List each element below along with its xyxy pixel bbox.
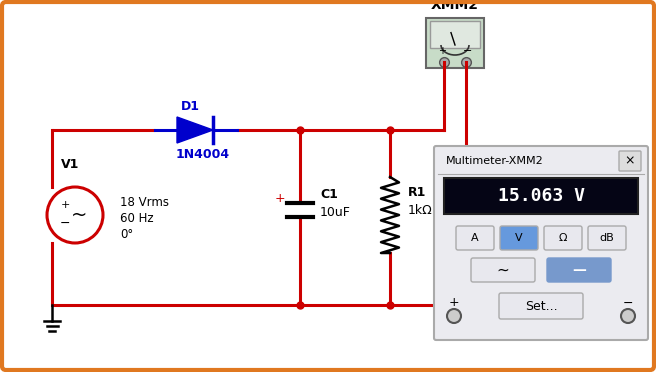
Text: dB: dB	[600, 233, 615, 243]
Text: V1: V1	[61, 158, 79, 171]
Text: Ω: Ω	[559, 233, 567, 243]
Text: ~: ~	[497, 263, 509, 278]
Circle shape	[621, 309, 635, 323]
Text: XMM2: XMM2	[431, 0, 479, 12]
Text: 0°: 0°	[120, 228, 133, 241]
Text: +: +	[60, 200, 70, 210]
FancyBboxPatch shape	[471, 258, 535, 282]
Bar	[430, 21, 480, 48]
FancyBboxPatch shape	[434, 146, 648, 340]
FancyBboxPatch shape	[547, 258, 611, 282]
FancyBboxPatch shape	[456, 226, 494, 250]
Text: —: —	[572, 263, 586, 277]
Text: −: −	[60, 217, 70, 230]
Text: R1: R1	[408, 186, 426, 199]
FancyBboxPatch shape	[500, 226, 538, 250]
FancyBboxPatch shape	[426, 18, 484, 68]
Text: ⨯: ⨯	[625, 154, 635, 167]
FancyBboxPatch shape	[544, 226, 582, 250]
Text: +: +	[275, 192, 285, 205]
Text: +: +	[438, 46, 446, 56]
Text: 60 Hz: 60 Hz	[120, 212, 154, 225]
Text: 1kΩ: 1kΩ	[408, 203, 433, 217]
Text: Multimeter-XMM2: Multimeter-XMM2	[446, 156, 544, 166]
Text: +: +	[449, 296, 459, 310]
FancyBboxPatch shape	[588, 226, 626, 250]
Text: −: −	[463, 46, 473, 56]
Bar	[444, 178, 638, 214]
Text: 10uF: 10uF	[320, 205, 351, 218]
Text: ~: ~	[71, 205, 87, 224]
Text: V: V	[515, 233, 523, 243]
Polygon shape	[177, 117, 213, 143]
Text: C1: C1	[320, 187, 338, 201]
Text: D1: D1	[180, 99, 199, 112]
FancyBboxPatch shape	[499, 293, 583, 319]
Text: A: A	[471, 233, 479, 243]
Text: 18 Vrms: 18 Vrms	[120, 196, 169, 209]
Text: 15.063 V: 15.063 V	[497, 187, 584, 205]
Text: −: −	[623, 296, 633, 310]
Circle shape	[447, 309, 461, 323]
Text: Set...: Set...	[525, 299, 558, 312]
Text: 1N4004: 1N4004	[176, 148, 230, 160]
FancyBboxPatch shape	[619, 151, 641, 171]
